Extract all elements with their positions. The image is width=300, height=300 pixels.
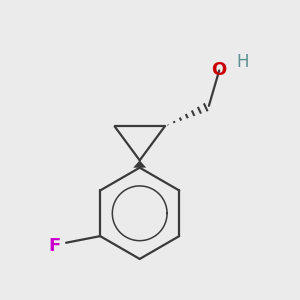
Text: F: F [48, 237, 60, 255]
Text: O: O [212, 61, 227, 80]
Polygon shape [133, 160, 146, 168]
Text: H: H [236, 53, 249, 71]
